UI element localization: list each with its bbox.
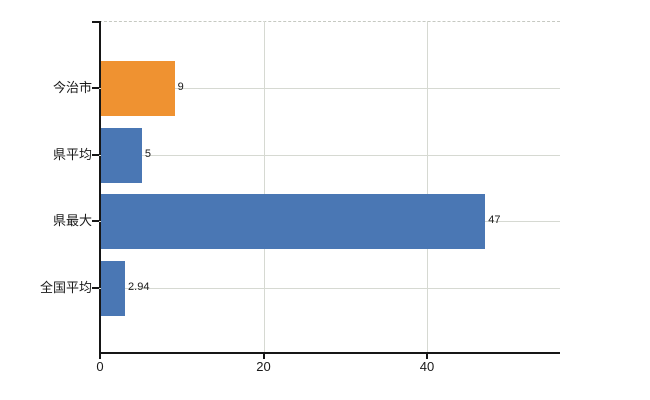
x-tick-label: 20 (256, 359, 271, 374)
category-label: 県平均 (52, 147, 92, 162)
y-tick-mark (92, 287, 99, 289)
category-gridline (99, 88, 560, 89)
x-tick-label: 40 (419, 359, 435, 374)
category-gridline (99, 288, 560, 289)
category-gridline (99, 155, 560, 156)
bar (101, 193, 486, 249)
x-tick-label: 0 (96, 359, 104, 374)
plot-top-border (99, 21, 560, 22)
bar (101, 60, 175, 116)
y-axis-line (99, 21, 101, 354)
value-label: 5 (144, 148, 151, 160)
value-label: 9 (177, 81, 184, 93)
category-label: 県最大 (52, 213, 92, 228)
value-label: 47 (488, 214, 501, 226)
bar (101, 127, 142, 183)
y-tick-mark (92, 87, 99, 89)
x-gridline (263, 21, 265, 352)
y-axis-top-tick (92, 21, 99, 23)
y-tick-mark (92, 220, 99, 222)
x-tick-mark (262, 354, 265, 359)
plot-area: 9 5 47 2.94 (92, 21, 560, 359)
category-label: 今治市 (52, 80, 92, 95)
x-gridline (427, 21, 428, 352)
value-label: 2.94 (128, 281, 150, 293)
category-label: 全国平均 (39, 280, 92, 295)
bar (101, 260, 126, 316)
x-tick-mark (99, 354, 101, 359)
x-axis-line (99, 352, 560, 354)
y-tick-mark (92, 154, 99, 156)
x-tick-mark (426, 354, 428, 359)
